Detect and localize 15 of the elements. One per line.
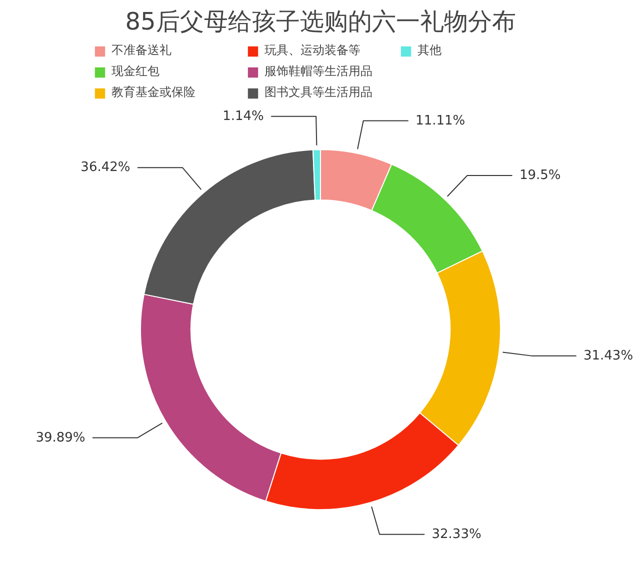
legend-label: 现金红包 — [112, 63, 160, 80]
data-label: 36.42% — [80, 160, 130, 176]
data-label: 11.11% — [416, 113, 466, 128]
data-label: 32.33% — [432, 526, 482, 542]
chart-title: 85后父母给孩子选购的六一礼物分布 — [125, 8, 516, 36]
data-label: 19.5% — [519, 168, 561, 183]
legend-label: 玩具、运动装备等 — [264, 42, 362, 59]
legend-label: 不准备送礼 — [112, 42, 172, 59]
legend-label: 图书文具等生活用品 — [264, 84, 374, 101]
legend-label: 教育基金或保险 — [112, 84, 196, 101]
legend-label: 服饰鞋帽等生活用品 — [264, 63, 374, 80]
data-label: 39.89% — [36, 430, 86, 446]
data-label: 1.14% — [222, 108, 264, 124]
legend-label: 其他 — [418, 42, 442, 59]
data-label: 31.43% — [583, 348, 634, 364]
